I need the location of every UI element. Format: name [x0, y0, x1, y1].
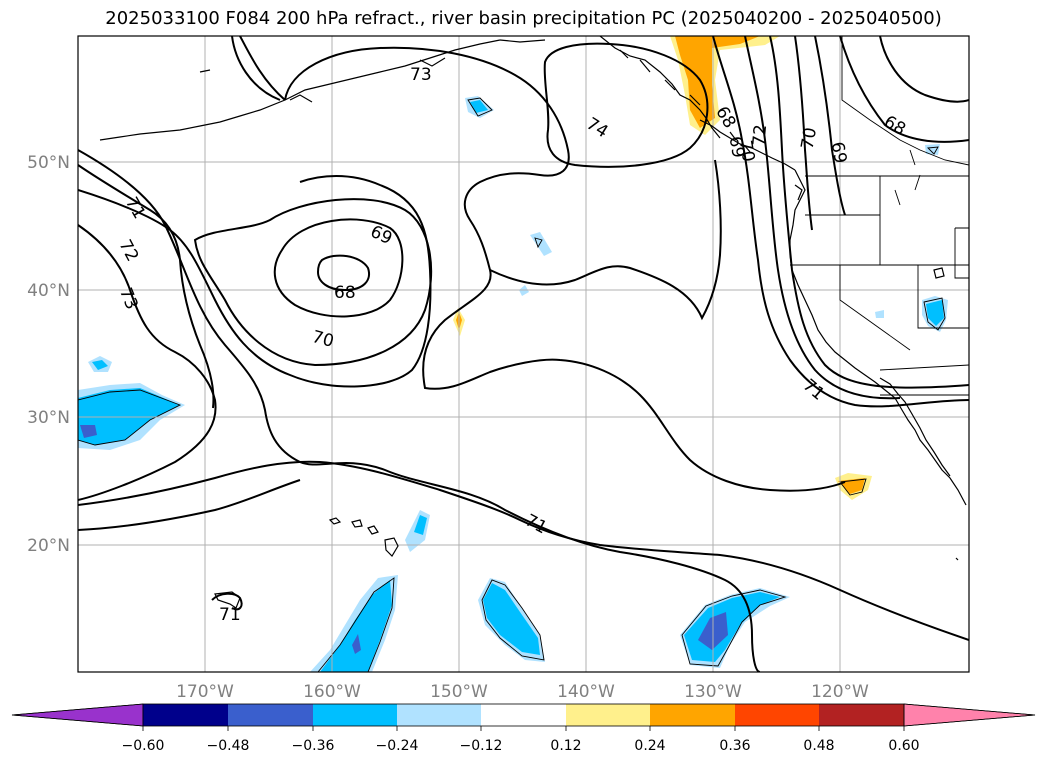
colorbar-bin [735, 704, 819, 726]
map-content: 73 74 70 69 68 71 72 73 69 68 70 71 71 7… [78, 36, 969, 672]
contour-label: 72 [114, 236, 142, 264]
colorbar-tick-label: −0.36 [292, 738, 335, 754]
colorbar: −0.60 −0.48 −0.36 −0.24 −0.12 0.12 0.24 … [11, 703, 1036, 754]
colorbar-bin [566, 704, 650, 726]
colorbar-extend-low [11, 703, 144, 727]
contour-label: 70 [798, 126, 821, 151]
latitude-labels: 50°N 40°N 30°N 20°N [27, 153, 70, 556]
contour-label: 68 [334, 283, 356, 303]
lat-label: 40°N [27, 281, 70, 301]
contour-label: 71 [219, 605, 241, 625]
contour-label: 74 [583, 114, 612, 142]
contour-label: 71 [522, 511, 550, 539]
colorbar-tick-label: −0.48 [207, 738, 250, 754]
lon-label: 140°W [557, 682, 615, 702]
map-frame [77, 35, 970, 673]
contour-label: 72 [749, 124, 771, 147]
longitude-labels: 170°W 160°W 150°W 140°W 130°W 120°W [176, 682, 869, 702]
colorbar-tick-label: 0.24 [634, 738, 665, 754]
colorbar-bin [313, 704, 397, 726]
colorbar-bin [143, 704, 228, 726]
lat-label: 20°N [27, 536, 70, 556]
colorbar-bin [481, 704, 566, 726]
lon-label: 150°W [430, 682, 488, 702]
contour-label: 71 [799, 375, 828, 404]
colorbar-tick-label: 0.12 [550, 738, 581, 754]
colorbar-tick-label: −0.24 [376, 738, 419, 754]
lat-label: 30°N [27, 408, 70, 428]
contour-label: 69 [827, 140, 850, 165]
map-gridlines [78, 36, 969, 672]
colorbar-tick-label: −0.60 [122, 738, 165, 754]
colorbar-bin [228, 704, 313, 726]
political-borders [790, 36, 969, 396]
colorbar-frame [142, 703, 905, 727]
contour-labels: 73 74 70 69 68 71 72 73 69 68 70 71 71 7… [114, 65, 908, 625]
colorbar-tick-label: 0.36 [719, 738, 750, 754]
lon-label: 120°W [811, 682, 869, 702]
lon-label: 160°W [303, 682, 361, 702]
colorbar-extend-high [903, 703, 1036, 727]
colorbar-tick-label: −0.12 [460, 738, 503, 754]
refractivity-contours [78, 36, 969, 672]
colorbar-ticks [142, 726, 905, 731]
contour-label: 70 [735, 139, 758, 164]
map-title: 2025033100 F084 200 hPa refract., river … [105, 8, 942, 29]
contour-label: 69 [367, 222, 395, 249]
lon-label: 170°W [176, 682, 234, 702]
lat-label: 50°N [27, 153, 70, 173]
colorbar-bin [819, 704, 904, 726]
colorbar-tick-label: 0.60 [888, 738, 919, 754]
colorbar-tick-label: 0.48 [803, 738, 834, 754]
shading-outlines [78, 97, 946, 672]
contour-label: 73 [410, 65, 432, 85]
colorbar-bin [650, 704, 735, 726]
lon-label: 130°W [684, 682, 742, 702]
contour-label: 69 [725, 135, 748, 160]
colorbar-bin [397, 704, 481, 726]
